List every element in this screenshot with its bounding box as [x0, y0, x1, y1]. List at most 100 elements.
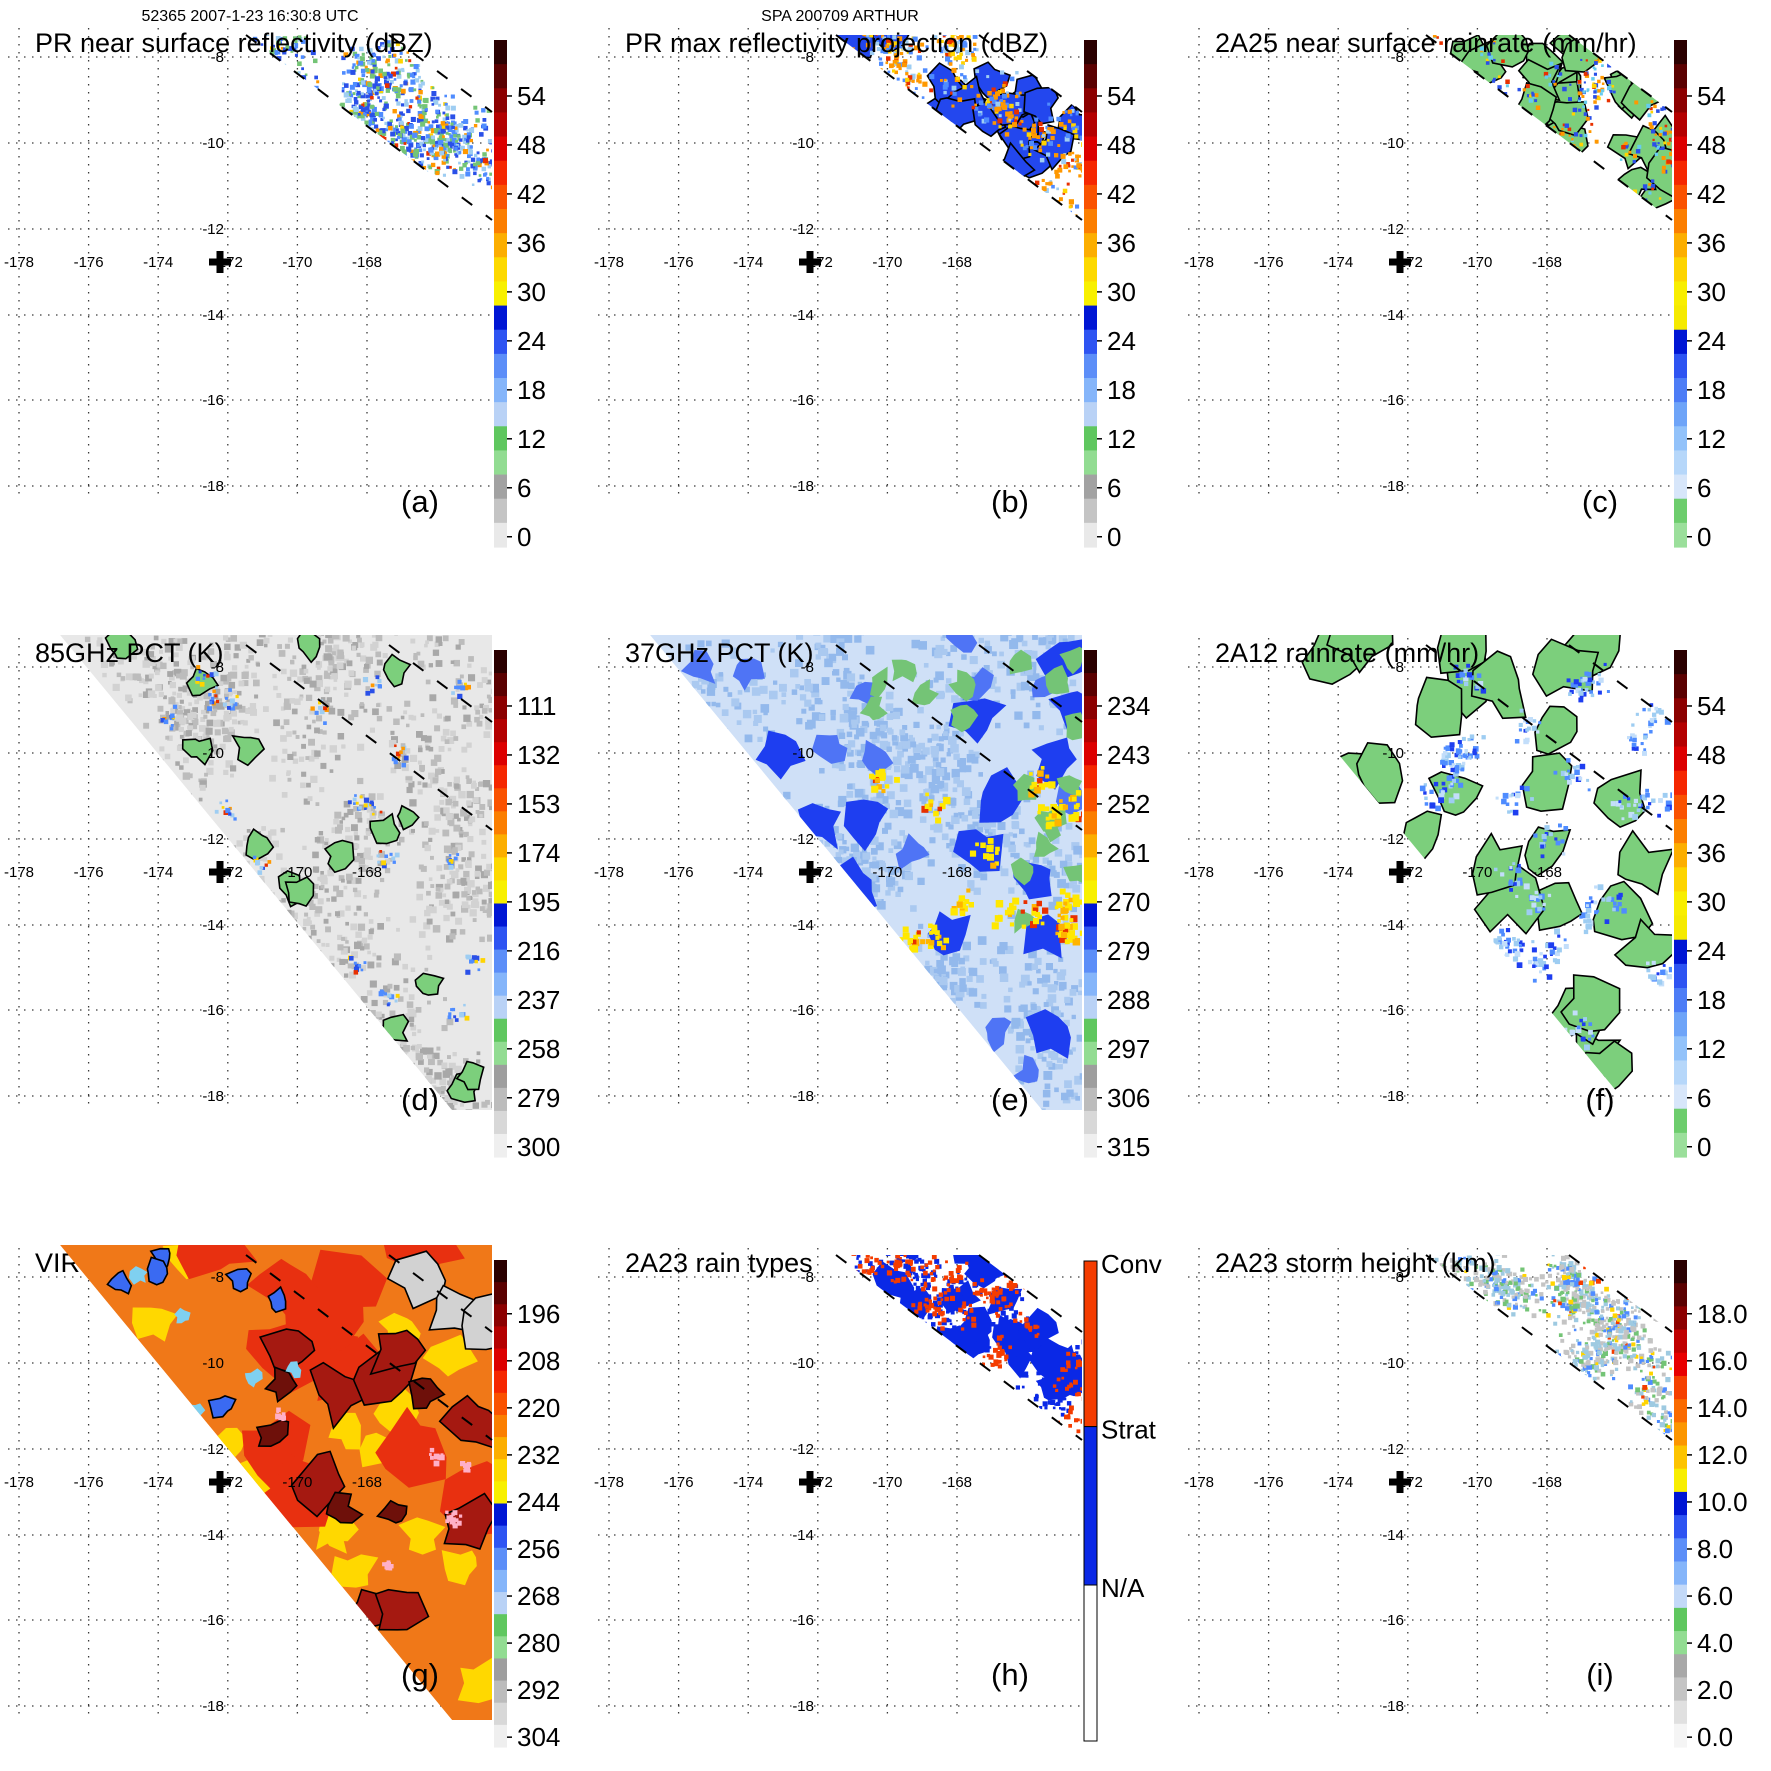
panel-d-cb-tick-2: 153 [517, 789, 560, 819]
panel-d-lon-label-5: -168 [352, 864, 382, 881]
panel-b-cb-tick-0: 54 [1107, 81, 1136, 111]
panel-f-lon-label-1: -176 [1254, 864, 1284, 881]
panel-g-cb-tick-3: 232 [517, 1440, 560, 1470]
panel-f-cb-tick-4: 30 [1697, 887, 1726, 917]
panel-i: -178-176-174-172-170-168-8-10-12-14-16-1… [1180, 1220, 1770, 1771]
panel-e-cb-tick-4: 270 [1107, 887, 1150, 917]
panel-a-colorbar: 54 48 42 36 30 24 18 12 6 0 [494, 40, 546, 552]
panel-d-lon-label-4: -170 [282, 864, 312, 881]
panel-i-colorbar: 18.0 16.0 14.0 12.0 10.0 8.0 6.0 4.0 2.0 0.0 [1674, 1260, 1748, 1752]
panel-b-lon-label-0: -178 [594, 254, 624, 271]
panel-b-cb-tick-4: 30 [1107, 277, 1136, 307]
storm-center-cross [1389, 861, 1411, 883]
panel-i-lon-label-0: -178 [1184, 1474, 1214, 1491]
panel-c-lat-label-3: -14 [1382, 307, 1404, 324]
panel-b-lat-label-0: -8 [801, 49, 814, 66]
panel-c-letter: (c) [1582, 484, 1618, 519]
panel-b-colorbar: 54 48 42 36 30 24 18 12 6 0 [1084, 40, 1136, 552]
panel-f-lon-label-4: -170 [1462, 864, 1492, 881]
panel-i-lon-label-2: -174 [1323, 1474, 1353, 1491]
panel-i-title: 2A23 storm height (km) [1215, 1248, 1496, 1278]
panel-b-lat-label-1: -10 [792, 135, 814, 152]
panel-a-lat-label-3: -14 [202, 307, 224, 324]
panel-b-cb-tick-1: 48 [1107, 130, 1136, 160]
panel-g-colorbar: 196 208 220 232 244 256 268 280 292 304 [494, 1260, 560, 1752]
panel-e-lat-label-1: -10 [792, 745, 814, 762]
panel-h-lon-label-4: -170 [872, 1474, 902, 1491]
panel-i-lat-label-1: -10 [1382, 1355, 1404, 1372]
panel-d-cb-tick-8: 279 [517, 1083, 560, 1113]
panel-f-cb-tick-5: 24 [1697, 936, 1726, 966]
panel-i-cb-tick-7: 4.0 [1697, 1628, 1733, 1658]
panel-e-lat-label-2: -12 [792, 831, 814, 848]
storm-center-cross [209, 861, 231, 883]
panel-d-cb-tick-5: 216 [517, 936, 560, 966]
panel-i-grid [1188, 1248, 1672, 1720]
panel-h-letter: (h) [991, 1657, 1029, 1692]
panel-f-lon-label-5: -168 [1532, 864, 1562, 881]
panel-d-cb-tick-6: 237 [517, 985, 560, 1015]
panel-h-lon-label-5: -168 [942, 1474, 972, 1491]
panel-a-title: PR near surface reflectivity (dBZ) [35, 28, 433, 58]
panel-a-lon-label-0: -178 [4, 254, 34, 271]
panel-i-lon-label-1: -176 [1254, 1474, 1284, 1491]
panel-f-letter: (f) [1585, 1082, 1614, 1117]
panel-h-lon-label-0: -178 [594, 1474, 624, 1491]
panel-c-cb-tick-0: 54 [1697, 81, 1726, 111]
panel-h-class-label-1: Strat [1101, 1415, 1157, 1445]
panel-h-lat-label-5: -18 [792, 1698, 814, 1715]
panel-a-plot: -178-176-174-172-170-168-8-10-12-14-16-1… [4, 28, 546, 552]
panel-b: -178-176-174-172-170-168-8-10-12-14-16-1… [590, 0, 1180, 615]
panel-h-lat-label-4: -16 [792, 1612, 814, 1629]
panel-i-cb-tick-6: 6.0 [1697, 1581, 1733, 1611]
panel-d-lat-label-4: -16 [202, 1002, 224, 1019]
panel-a-lat-label-1: -10 [202, 135, 224, 152]
panel-f-title: 2A12 rainrate (mm/hr) [1215, 638, 1479, 668]
panel-g-cb-tick-0: 196 [517, 1299, 560, 1329]
panel-f-cb-tick-7: 12 [1697, 1034, 1726, 1064]
panel-a-lon-label-5: -168 [352, 254, 382, 271]
panel-a-lat-label-5: -18 [202, 478, 224, 495]
panel-e-plot: -178-176-174-172-170-168-8-10-12-14-16-1… [594, 635, 1150, 1162]
panel-e-cb-tick-7: 297 [1107, 1034, 1150, 1064]
panel-a-cb-tick-7: 12 [517, 424, 546, 454]
panel-a-cb-tick-9: 0 [517, 522, 531, 552]
panel-b-swath-edges [835, 34, 1083, 221]
panel-d-lat-label-1: -10 [202, 745, 224, 762]
panel-c-cb-tick-7: 12 [1697, 424, 1726, 454]
panel-a-lon-label-2: -174 [143, 254, 173, 271]
panel-c-lat-label-4: -16 [1382, 392, 1404, 409]
panel-b-lon-label-1: -176 [664, 254, 694, 271]
storm-center-cross [1389, 1471, 1411, 1493]
panel-g-lat-label-2: -12 [202, 1441, 224, 1458]
panel-c-cb-tick-5: 24 [1697, 326, 1726, 356]
panel-i-cb-tick-2: 14.0 [1697, 1393, 1748, 1423]
panel-c-colorbar: 54 48 42 36 30 24 18 12 6 0 [1674, 40, 1726, 552]
panel-i-lon-label-5: -168 [1532, 1474, 1562, 1491]
storm-header: SPA 200709 ARTHUR [761, 8, 919, 25]
panel-a-cb-tick-8: 6 [517, 473, 531, 503]
panel-h-class-label-2: N/A [1101, 1573, 1145, 1603]
panel-h-lat-label-2: -12 [792, 1441, 814, 1458]
panel-i-cb-tick-9: 0.0 [1697, 1722, 1733, 1752]
panel-g-cb-tick-8: 292 [517, 1675, 560, 1705]
panel-e-title: 37GHz PCT (K) [625, 638, 814, 668]
panel-a-lon-label-1: -176 [74, 254, 104, 271]
panel-c-plot: -178-176-174-172-170-168-8-10-12-14-16-1… [1184, 28, 1726, 552]
panel-e-lat-label-4: -16 [792, 1002, 814, 1019]
panel-c-lon-label-1: -176 [1254, 254, 1284, 271]
panel-c-cb-tick-4: 30 [1697, 277, 1726, 307]
storm-center-cross [1389, 251, 1411, 273]
panel-b-cb-tick-9: 0 [1107, 522, 1121, 552]
panel-d-swath-edges [245, 644, 493, 831]
panel-d-colorbar: 111 132 153 174 195 216 237 258 279 300 [494, 650, 560, 1162]
panel-g-lon-label-0: -178 [4, 1474, 34, 1491]
panel-c-cb-tick-8: 6 [1697, 473, 1711, 503]
panel-b-lat-label-4: -16 [792, 392, 814, 409]
panel-c-lon-label-5: -168 [1532, 254, 1562, 271]
panel-d-lat-label-3: -14 [202, 917, 224, 934]
panel-f-colorbar: 54 48 42 36 30 24 18 12 6 0 [1674, 650, 1726, 1162]
panel-e-lat-label-3: -14 [792, 917, 814, 934]
panel-f-lat-label-1: -10 [1382, 745, 1404, 762]
panel-c-lon-label-2: -174 [1323, 254, 1353, 271]
